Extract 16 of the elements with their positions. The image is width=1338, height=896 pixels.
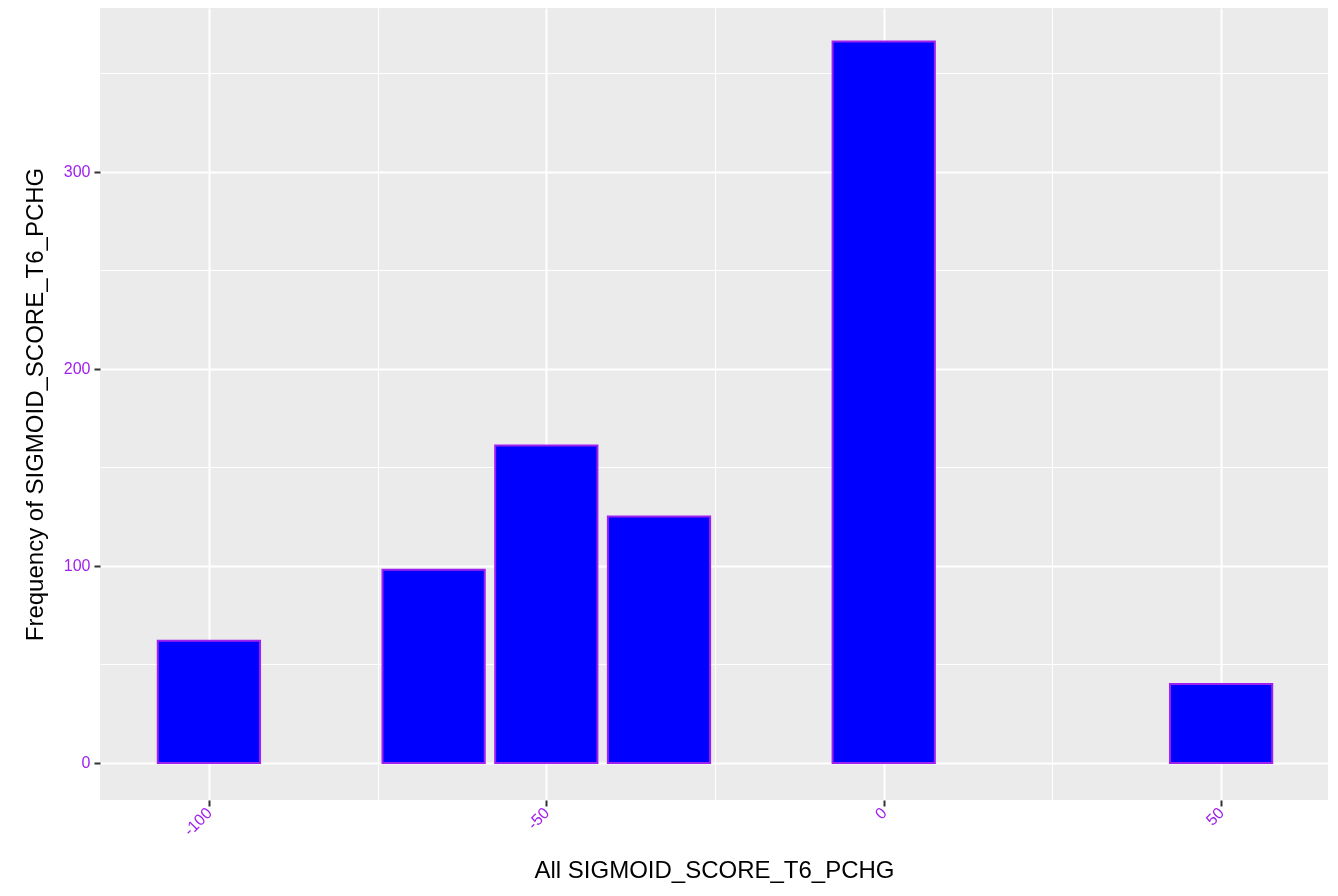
y-tick-label: 200 <box>63 360 91 378</box>
bar <box>494 444 599 764</box>
y-axis-title: Frequency of SIGMOID_SCORE_T6_PCHG <box>20 167 48 642</box>
bar <box>1168 683 1274 764</box>
y-tick-label: 0 <box>81 754 91 772</box>
bar <box>381 568 486 764</box>
bar <box>156 639 262 764</box>
x-tick-label: -100 <box>180 804 216 839</box>
x-tick-label: -50 <box>524 804 553 833</box>
y-tick-label: 100 <box>63 557 91 575</box>
x-tick-label: 0 <box>871 804 890 823</box>
bar <box>606 515 712 764</box>
x-axis-title: All SIGMOID_SCORE_T6_PCHG <box>534 855 895 883</box>
bar <box>831 40 936 764</box>
x-tick-label: 50 <box>1202 804 1228 829</box>
y-tick-label: 300 <box>63 163 91 181</box>
